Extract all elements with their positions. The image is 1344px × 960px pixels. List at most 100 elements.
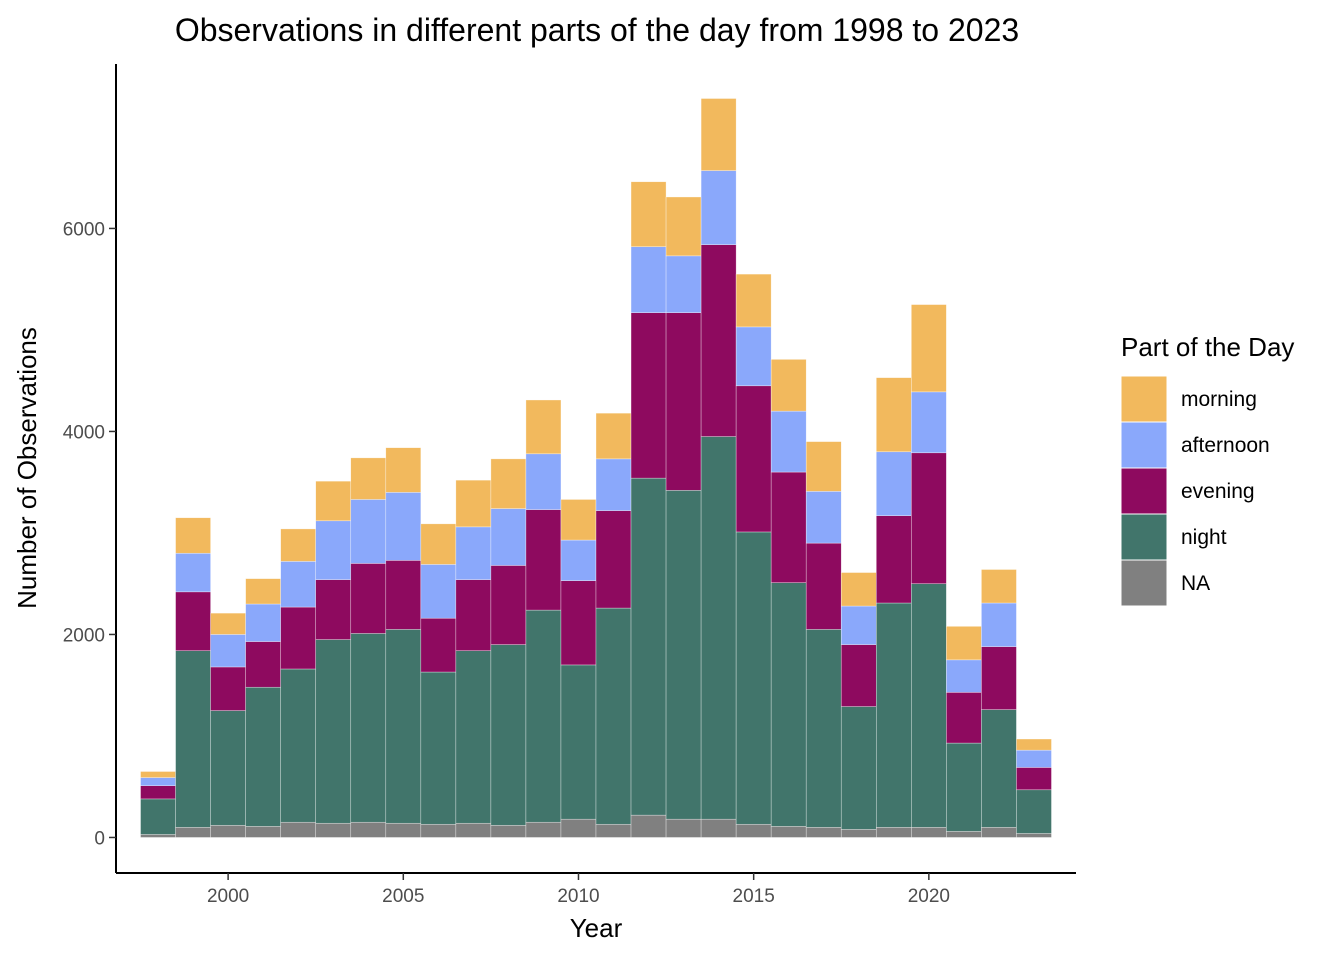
bar-na-2012 bbox=[630, 814, 667, 838]
x-tick-label: 2015 bbox=[733, 886, 775, 907]
bar-na-2015 bbox=[735, 823, 772, 838]
bar-night-2011 bbox=[595, 607, 632, 825]
bar-na-2020 bbox=[911, 827, 947, 838]
bar-afternoon-2006 bbox=[420, 564, 457, 619]
bar-night-2012 bbox=[630, 477, 667, 816]
bar-night-2000 bbox=[210, 710, 246, 826]
x-tick-label: 2020 bbox=[908, 886, 950, 907]
bar-night-2009 bbox=[525, 609, 562, 823]
bar-night-2023 bbox=[1016, 789, 1052, 834]
legend-key-evening bbox=[1120, 467, 1168, 515]
legend: Part of the Day morning afternoon evening n… bbox=[1120, 332, 1294, 607]
bar-evening-2011 bbox=[595, 510, 632, 609]
bar-evening-2022 bbox=[981, 646, 1017, 710]
bar-morning-2015 bbox=[735, 273, 772, 328]
bar-afternoon-2003 bbox=[315, 520, 352, 580]
bar-night-2005 bbox=[385, 629, 422, 824]
bar-na-2011 bbox=[595, 823, 632, 838]
bar-night-2013 bbox=[665, 490, 702, 820]
ticks-layer: 2000 2005 2010 2015 2020 0 2000 4000 6000 bbox=[63, 219, 950, 907]
bar-na-2023 bbox=[1016, 833, 1052, 838]
bar-morning-1998 bbox=[140, 771, 176, 778]
bar-night-2007 bbox=[455, 650, 492, 824]
bar-morning-2022 bbox=[981, 569, 1017, 604]
bar-night-2020 bbox=[911, 583, 947, 828]
bar-afternoon-2014 bbox=[700, 170, 737, 245]
bar-morning-2002 bbox=[280, 528, 317, 562]
bar-evening-1999 bbox=[175, 591, 211, 652]
bar-na-2003 bbox=[315, 822, 352, 838]
bar-na-2008 bbox=[490, 824, 527, 838]
bar-morning-2019 bbox=[875, 377, 912, 453]
bar-afternoon-2020 bbox=[911, 391, 947, 454]
bar-afternoon-2009 bbox=[525, 453, 562, 510]
bar-morning-2017 bbox=[805, 441, 842, 492]
bar-afternoon-2022 bbox=[981, 602, 1017, 647]
bar-na-2004 bbox=[350, 821, 387, 838]
bar-night-2006 bbox=[420, 671, 457, 825]
legend-key-afternoon bbox=[1120, 421, 1168, 469]
bar-evening-2006 bbox=[420, 617, 457, 673]
chart-title: Observations in different parts of the d… bbox=[175, 12, 1019, 48]
bar-night-2010 bbox=[560, 664, 597, 820]
bar-na-2000 bbox=[210, 824, 246, 838]
bar-na-2006 bbox=[420, 823, 457, 838]
bar-evening-2004 bbox=[350, 563, 387, 634]
bar-night-2021 bbox=[946, 742, 982, 832]
bar-na-2017 bbox=[805, 827, 842, 838]
bar-evening-2021 bbox=[946, 692, 982, 744]
bar-evening-2003 bbox=[315, 579, 352, 640]
bar-evening-2023 bbox=[1016, 767, 1052, 791]
bar-night-2017 bbox=[805, 629, 842, 828]
bar-afternoon-2004 bbox=[350, 499, 387, 564]
bar-evening-2014 bbox=[700, 244, 737, 437]
bar-afternoon-2011 bbox=[595, 458, 632, 511]
legend-label-afternoon: afternoon bbox=[1181, 434, 1270, 457]
bar-afternoon-2021 bbox=[946, 659, 982, 693]
bar-morning-2004 bbox=[350, 457, 387, 500]
bar-morning-2021 bbox=[946, 626, 982, 661]
bar-na-2019 bbox=[875, 827, 912, 838]
y-axis-title: Number of Observations bbox=[12, 327, 42, 609]
bar-morning-2016 bbox=[770, 359, 807, 412]
bars-layer bbox=[140, 98, 1052, 838]
bar-afternoon-2017 bbox=[805, 491, 842, 544]
bar-na-2013 bbox=[665, 818, 702, 838]
bar-evening-2020 bbox=[911, 452, 947, 585]
bar-evening-2000 bbox=[210, 666, 246, 711]
bar-evening-2013 bbox=[665, 312, 702, 491]
bar-afternoon-2018 bbox=[840, 605, 877, 645]
bar-afternoon-2008 bbox=[490, 508, 527, 566]
bar-night-2019 bbox=[875, 602, 912, 828]
bar-morning-2010 bbox=[560, 499, 597, 541]
bar-evening-1998 bbox=[140, 785, 176, 800]
bar-evening-2018 bbox=[840, 644, 877, 707]
legend-items: morning afternoon evening night NA bbox=[1120, 375, 1270, 607]
bar-evening-2009 bbox=[525, 509, 562, 611]
bar-night-2014 bbox=[700, 436, 737, 820]
bar-morning-2000 bbox=[210, 612, 246, 635]
bar-na-2018 bbox=[840, 829, 877, 838]
bar-evening-2007 bbox=[455, 579, 492, 652]
bar-morning-2006 bbox=[420, 523, 457, 565]
bar-morning-2020 bbox=[911, 304, 947, 393]
bar-morning-2003 bbox=[315, 480, 352, 522]
bar-na-2009 bbox=[525, 821, 562, 838]
bar-na-2014 bbox=[700, 818, 737, 838]
bar-afternoon-2010 bbox=[560, 539, 597, 581]
bar-morning-2013 bbox=[665, 196, 702, 257]
bar-evening-2001 bbox=[245, 641, 281, 688]
bar-morning-2014 bbox=[700, 98, 737, 171]
bar-afternoon-2001 bbox=[245, 603, 281, 642]
bar-afternoon-2002 bbox=[280, 561, 317, 608]
bar-night-2001 bbox=[245, 686, 281, 827]
legend-key-morning bbox=[1120, 375, 1168, 423]
bar-afternoon-2019 bbox=[875, 451, 912, 517]
legend-label-morning: morning bbox=[1181, 388, 1257, 411]
bar-evening-2002 bbox=[280, 606, 317, 670]
y-tick-label: 2000 bbox=[63, 625, 105, 646]
bar-na-2016 bbox=[770, 826, 807, 838]
bar-night-2018 bbox=[840, 706, 877, 830]
bar-night-2015 bbox=[735, 531, 772, 825]
